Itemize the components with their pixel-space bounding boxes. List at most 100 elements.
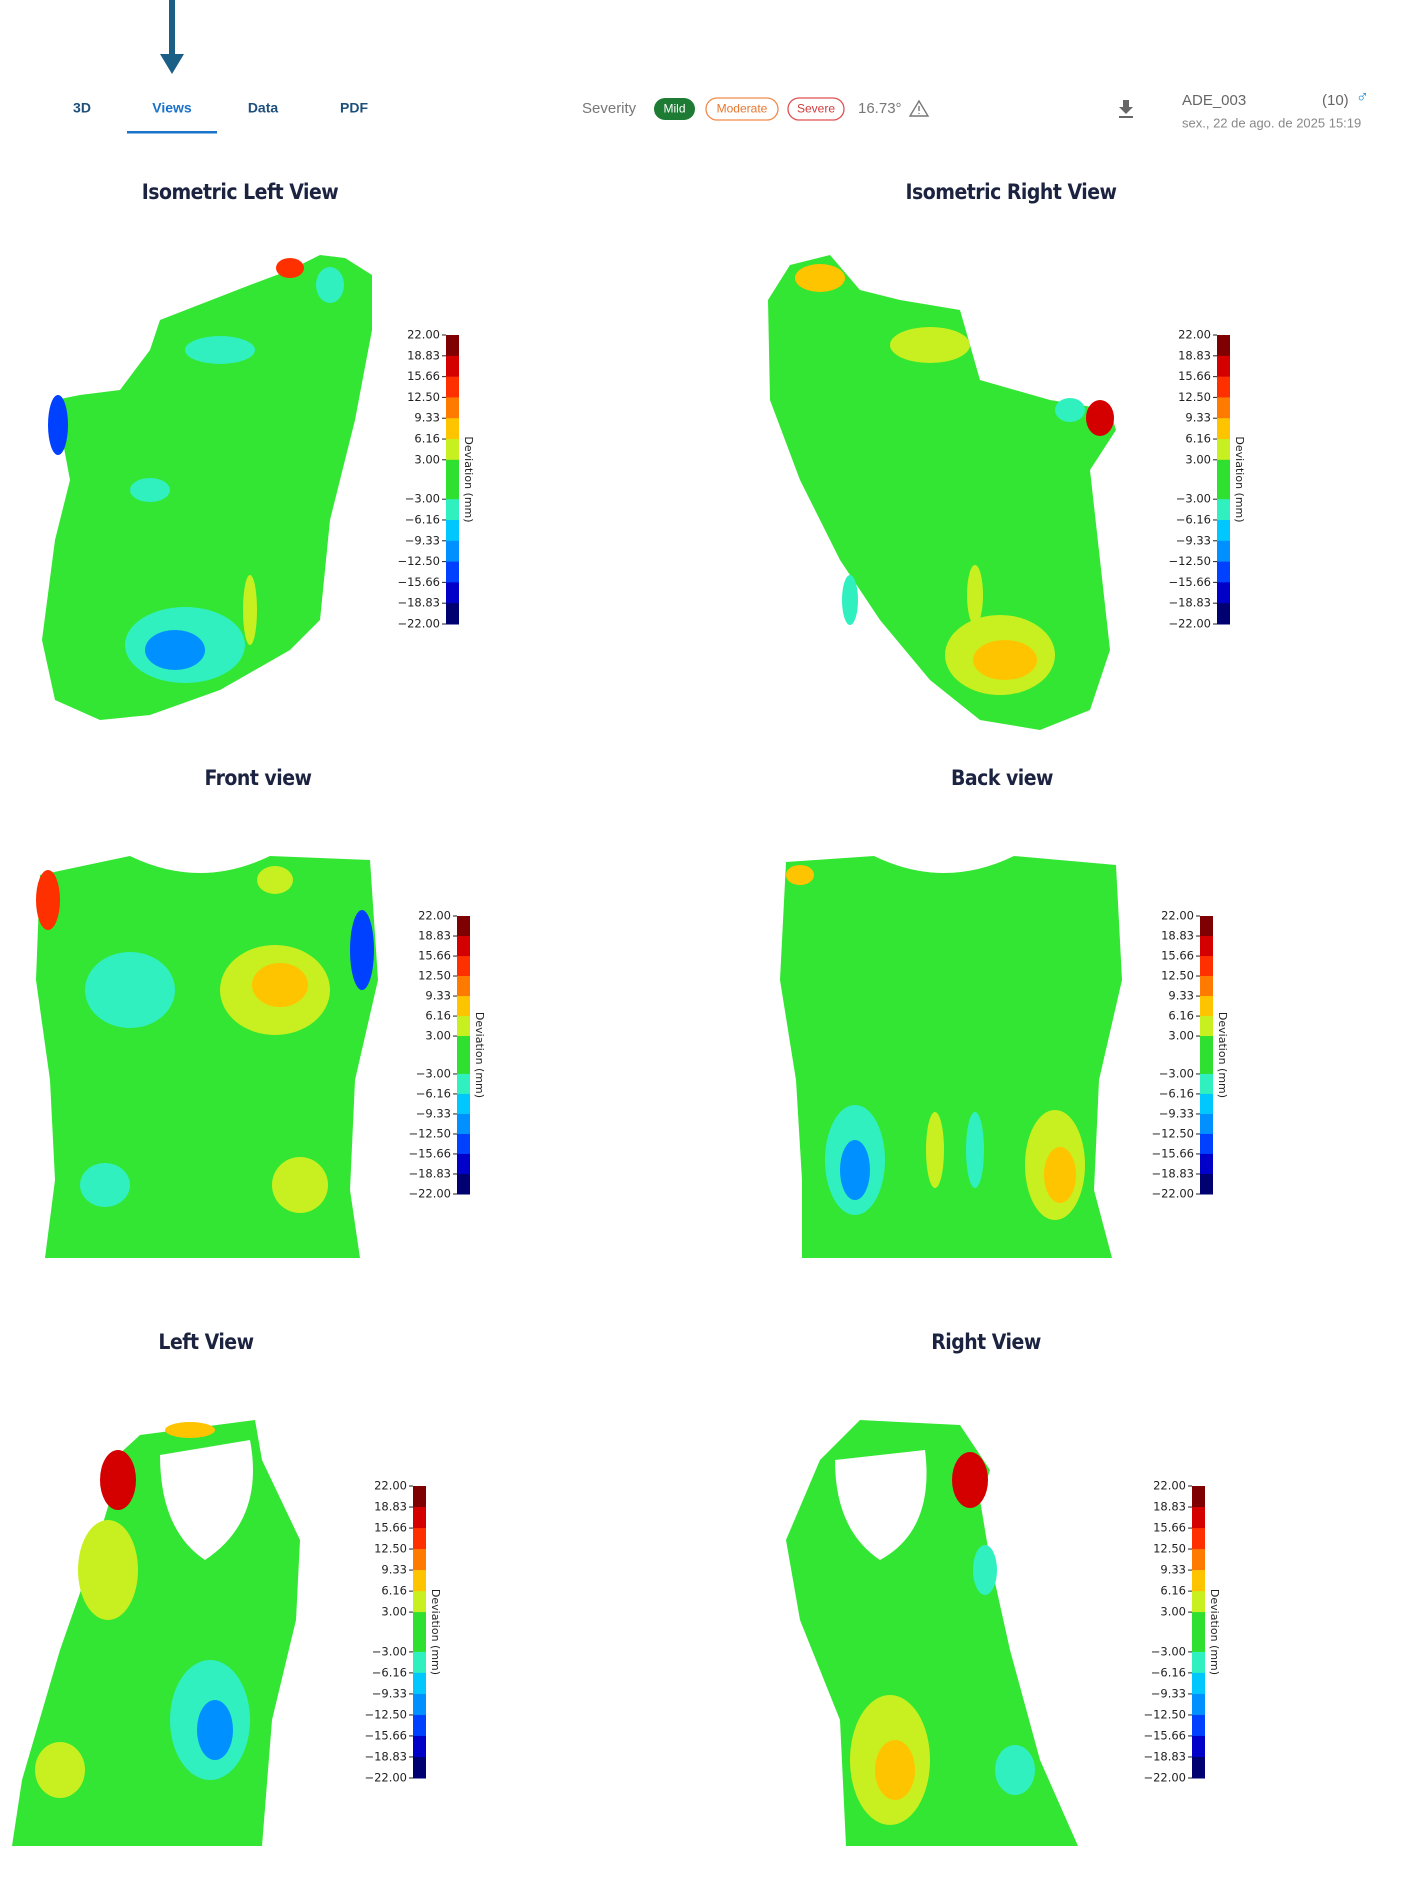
colorbar-segment — [1217, 540, 1230, 563]
colorbar-segment — [1200, 1153, 1213, 1175]
tab[interactable]: 3D — [73, 100, 91, 116]
tab[interactable]: Data — [248, 100, 279, 116]
colorbar-segment — [413, 1528, 426, 1550]
colorbar-segment — [1200, 1113, 1213, 1135]
colorbar-tick-label: −15.66 — [364, 1728, 407, 1742]
colorbar-tick-label: −15.66 — [1151, 1146, 1194, 1160]
colorbar-segment — [413, 1735, 426, 1758]
colorbar-segment — [457, 956, 470, 977]
colorbar-segment — [457, 1016, 470, 1037]
colorbar-segment — [1200, 1073, 1213, 1095]
colorbar-segment — [446, 355, 459, 378]
tab[interactable]: Views — [152, 100, 192, 116]
colorbar-segment — [1217, 603, 1230, 625]
torso-isometric-right — [768, 255, 1116, 730]
colorbar-tick-label: −22.00 — [397, 617, 440, 631]
colorbar-segment — [413, 1486, 426, 1508]
colorbar-segment — [446, 397, 459, 419]
colorbar-tick-label: 12.50 — [418, 969, 451, 983]
download-icon[interactable] — [1119, 100, 1133, 118]
colorbar-tick-label: 15.66 — [1153, 1521, 1186, 1535]
colorbar-tick-label: 6.16 — [1185, 432, 1211, 446]
view-title: Back view — [951, 766, 1053, 790]
colorbar-tick-label: 22.00 — [418, 909, 451, 923]
colorbar-tick-label: −22.00 — [1151, 1187, 1194, 1201]
colorbar-title: Deviation (mm) — [1208, 1589, 1221, 1675]
colorbar-tick-label: −9.33 — [1159, 1106, 1194, 1120]
colorbar-tick-label: −6.16 — [372, 1665, 407, 1679]
colorbar-tick-label: −22.00 — [1168, 617, 1211, 631]
colorbar-segment — [446, 561, 459, 583]
torso-right — [786, 1420, 1078, 1846]
colorbar-segment — [446, 499, 459, 521]
colorbar-segment — [1192, 1528, 1205, 1550]
colorbar-segment — [1200, 1093, 1213, 1115]
colorbar-tick-label: −3.00 — [1151, 1644, 1186, 1658]
colorbar-tick-label: 12.50 — [374, 1542, 407, 1556]
colorbar-segment — [1217, 499, 1230, 521]
colorbar-tick-label: 22.00 — [1153, 1479, 1186, 1493]
colorbar-segment — [457, 1113, 470, 1135]
colorbar-segment — [1217, 418, 1230, 440]
colorbar-tick-label: 22.00 — [374, 1479, 407, 1493]
colorbar-segment — [1192, 1591, 1205, 1613]
colorbar-segment — [413, 1756, 426, 1779]
patient-id: ADE_003 — [1182, 92, 1246, 109]
colorbar-segment — [1217, 459, 1230, 500]
colorbar-segment — [457, 916, 470, 937]
colorbar-segment — [1217, 439, 1230, 461]
colorbar-segment — [446, 603, 459, 625]
colorbar-tick-label: 3.00 — [1160, 1605, 1186, 1619]
colorbar-segment — [457, 1093, 470, 1115]
patient-age: (10) — [1322, 92, 1349, 109]
torso-front — [36, 856, 378, 1258]
colorbar-segment — [1200, 936, 1213, 957]
colorbar-segment — [413, 1714, 426, 1737]
colorbar-segment — [446, 335, 459, 357]
colorbar-segment — [457, 936, 470, 957]
colorbar-tick-label: −18.83 — [408, 1166, 451, 1180]
colorbar-tick-label: 6.16 — [425, 1009, 451, 1023]
warning-icon — [908, 99, 930, 117]
colorbar-tick-label: −9.33 — [372, 1686, 407, 1700]
colorbar-tick-label: −9.33 — [1151, 1686, 1186, 1700]
colorbar-tick-label: 15.66 — [1161, 949, 1194, 963]
torso-isometric-left — [42, 255, 372, 720]
colorbar-tick-label: 6.16 — [381, 1584, 407, 1598]
colorbar-tick-label: −12.50 — [1143, 1707, 1186, 1721]
colorbar-tick-label: −22.00 — [1143, 1771, 1186, 1785]
colorbar-tick-label: −22.00 — [408, 1187, 451, 1201]
tab[interactable]: PDF — [340, 100, 368, 116]
colorbar-segment — [1200, 976, 1213, 997]
colorbar-segment — [413, 1651, 426, 1674]
colorbar-tick-label: 9.33 — [425, 989, 451, 1003]
torso-left — [12, 1420, 300, 1846]
colorbar-segment — [457, 1153, 470, 1175]
colorbar-tick-label: −6.16 — [405, 512, 440, 526]
colorbar-tick-label: −12.50 — [1168, 554, 1211, 568]
torso-back — [780, 856, 1122, 1258]
colorbar-segment — [1192, 1756, 1205, 1779]
colorbar-segment — [1200, 996, 1213, 1017]
colorbar-tick-label: 12.50 — [1161, 969, 1194, 983]
colorbar-tick-label: −18.83 — [364, 1749, 407, 1763]
colorbar-tick-label: −12.50 — [1151, 1126, 1194, 1140]
colorbar-tick-label: 22.00 — [407, 328, 440, 342]
colorbar-tick-label: 18.83 — [374, 1500, 407, 1514]
colorbar-tick-label: −6.16 — [416, 1086, 451, 1100]
colorbar-segment — [457, 1073, 470, 1095]
colorbar-title: Deviation (mm) — [429, 1589, 442, 1675]
colorbar-segment — [1200, 916, 1213, 937]
colorbar-tick-label: 3.00 — [425, 1029, 451, 1043]
colorbar-segment — [457, 1133, 470, 1155]
colorbar-tick-label: −15.66 — [1143, 1728, 1186, 1742]
view-title: Front view — [205, 766, 312, 790]
colorbar-tick-label: −12.50 — [397, 554, 440, 568]
colorbar-tick-label: −15.66 — [408, 1146, 451, 1160]
colorbar-title: Deviation (mm) — [462, 436, 475, 522]
colorbar-segment — [446, 540, 459, 563]
colorbar-tick-label: 6.16 — [414, 432, 440, 446]
colorbar-tick-label: 3.00 — [1185, 452, 1211, 466]
colorbar-segment — [1217, 397, 1230, 419]
colorbar-tick-label: 9.33 — [414, 411, 440, 425]
